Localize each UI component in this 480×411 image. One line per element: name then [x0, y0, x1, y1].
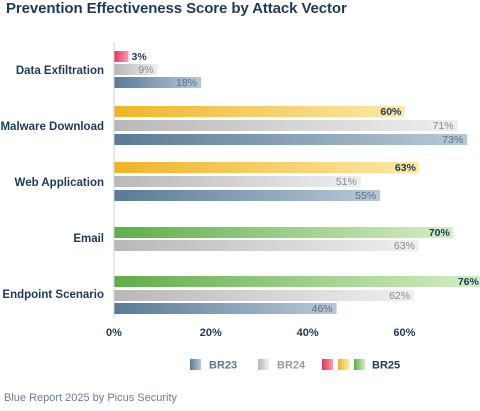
x-tick-label: 0% — [106, 327, 122, 339]
data-label-br25: 60% — [380, 106, 402, 118]
data-label-br23: 18% — [176, 77, 197, 89]
bar-br25-2 — [114, 162, 419, 173]
data-label-br25: 76% — [458, 276, 480, 288]
bar-br25-1 — [114, 106, 405, 117]
category-labels: Data Exfiltration Malware Download Web App… — [0, 65, 104, 301]
legend: BR23 BR24 BR25 — [190, 359, 400, 372]
bar-br24-0 — [114, 64, 158, 75]
bar-br23-2 — [114, 190, 381, 201]
data-label-br25: 63% — [395, 162, 417, 174]
x-tick-labels: 0% 20% 40% 60% — [106, 327, 416, 339]
category-label: Data Exfiltration — [16, 65, 104, 77]
data-label-br23: 46% — [312, 303, 333, 315]
legend-label-br25: BR25 — [372, 360, 400, 372]
bar-br23-1 — [114, 134, 468, 145]
legend-label-br24: BR24 — [277, 360, 306, 372]
data-label-br24: 71% — [433, 120, 454, 132]
category-label: Endpoint Scenario — [2, 289, 104, 301]
bar-br25-0 — [114, 51, 129, 62]
data-label-br25: 3% — [132, 51, 148, 63]
data-labels: 3% 60% 63% 70% 76% 9% 71% 51% 63% 62% 18% 73% 55% 46% — [132, 51, 480, 315]
category-label: Email — [73, 233, 104, 245]
chart-title: Prevention Effectiveness Score by Attack… — [6, 0, 347, 17]
category-label: Malware Download — [0, 121, 104, 133]
data-label-br25: 70% — [429, 227, 451, 239]
data-label-br24: 51% — [336, 176, 357, 188]
legend-swatch-br25 — [338, 359, 349, 370]
bar-br25-4 — [114, 276, 480, 287]
bar-br24-2 — [114, 176, 361, 187]
legend-swatch-br25 — [322, 359, 333, 370]
bar-br23-4 — [114, 303, 337, 314]
legend-swatch-br23 — [190, 359, 201, 370]
category-label: Web Application — [15, 177, 104, 189]
data-label-br23: 55% — [355, 190, 376, 202]
bar-br24-3 — [114, 240, 419, 251]
data-label-br23: 73% — [442, 134, 463, 146]
x-tick-label: 20% — [200, 327, 222, 339]
bar-br25-3 — [114, 227, 453, 238]
bar-br24-1 — [114, 120, 458, 131]
bar-br23-0 — [114, 77, 202, 88]
legend-label-br23: BR23 — [209, 360, 237, 372]
footer-credit: Blue Report 2025 by Picus Security — [4, 392, 178, 404]
data-label-br24: 62% — [389, 290, 410, 302]
x-tick-label: 60% — [393, 327, 415, 339]
legend-swatch-br25 — [354, 359, 365, 370]
bar-br24-4 — [114, 290, 415, 301]
data-label-br24: 9% — [138, 64, 153, 76]
legend-swatch-br24 — [258, 359, 269, 370]
bars — [114, 51, 480, 314]
x-tick-label: 40% — [297, 327, 319, 339]
data-label-br24: 63% — [394, 240, 415, 252]
